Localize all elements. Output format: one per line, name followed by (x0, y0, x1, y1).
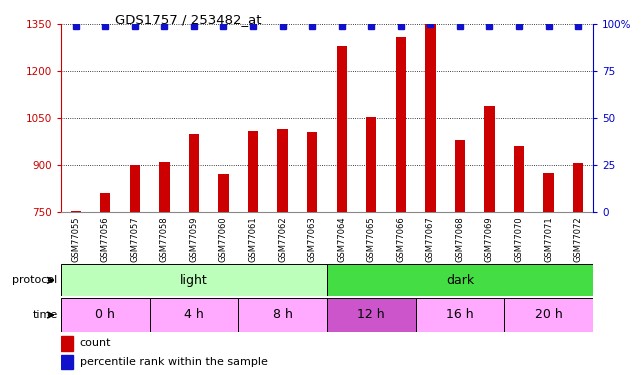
Bar (238, 298, 327, 332)
Text: GSM77060: GSM77060 (219, 216, 228, 262)
Bar (219, 174, 229, 212)
Bar (61, 355, 73, 369)
Text: GSM77065: GSM77065 (367, 216, 376, 262)
Text: light: light (180, 274, 208, 287)
Bar (100, 193, 110, 212)
Text: 4 h: 4 h (184, 309, 204, 321)
Bar (425, 24, 435, 212)
Bar (327, 264, 593, 296)
Text: 12 h: 12 h (358, 309, 385, 321)
Text: GSM77055: GSM77055 (71, 216, 80, 262)
Bar (61, 336, 73, 351)
Bar (544, 173, 554, 212)
Text: 0 h: 0 h (96, 309, 115, 321)
Bar (61, 298, 149, 332)
Text: GSM77070: GSM77070 (515, 216, 524, 262)
Text: GSM77071: GSM77071 (544, 216, 553, 262)
Text: time: time (33, 310, 58, 320)
Bar (366, 117, 376, 212)
Text: GSM77061: GSM77061 (249, 216, 258, 262)
Bar (337, 46, 347, 212)
Text: GDS1757 / 253482_at: GDS1757 / 253482_at (115, 13, 262, 26)
Text: count: count (79, 339, 111, 348)
Bar (159, 162, 169, 212)
Bar (415, 298, 504, 332)
Bar (454, 140, 465, 212)
Bar (485, 106, 495, 212)
Bar (514, 146, 524, 212)
Text: dark: dark (446, 274, 474, 287)
Bar (61, 264, 327, 296)
Text: GSM77063: GSM77063 (308, 216, 317, 262)
Text: percentile rank within the sample: percentile rank within the sample (79, 357, 267, 367)
Bar (307, 132, 317, 212)
Text: 20 h: 20 h (535, 309, 562, 321)
Text: GSM77064: GSM77064 (337, 216, 346, 262)
Bar (395, 37, 406, 212)
Bar (71, 211, 81, 212)
Text: protocol: protocol (12, 275, 58, 285)
Text: GSM77066: GSM77066 (396, 216, 405, 262)
Text: GSM77058: GSM77058 (160, 216, 169, 262)
Bar (188, 134, 199, 212)
Bar (327, 298, 415, 332)
Text: GSM77056: GSM77056 (101, 216, 110, 262)
Bar (504, 298, 593, 332)
Text: 8 h: 8 h (272, 309, 292, 321)
Bar (278, 129, 288, 212)
Text: GSM77068: GSM77068 (455, 216, 465, 262)
Text: 16 h: 16 h (446, 309, 474, 321)
Text: GSM77069: GSM77069 (485, 216, 494, 262)
Text: GSM77067: GSM77067 (426, 216, 435, 262)
Bar (129, 165, 140, 212)
Text: GSM77057: GSM77057 (130, 216, 139, 262)
Bar (573, 164, 583, 212)
Bar (248, 130, 258, 212)
Text: GSM77059: GSM77059 (189, 216, 199, 262)
Text: GSM77062: GSM77062 (278, 216, 287, 262)
Text: GSM77072: GSM77072 (574, 216, 583, 262)
Bar (149, 298, 238, 332)
